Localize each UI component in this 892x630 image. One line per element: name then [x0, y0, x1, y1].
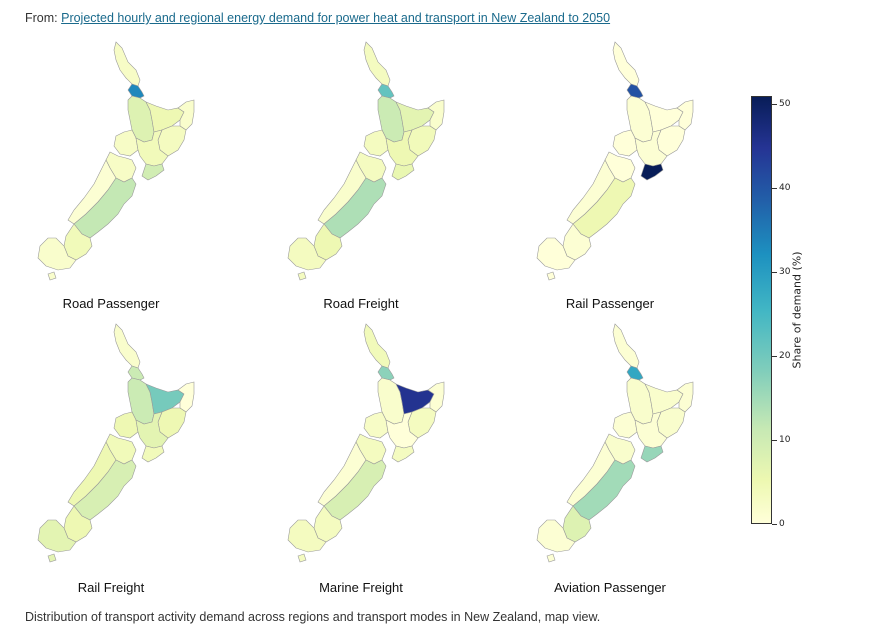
map-aviation-passenger [527, 322, 712, 563]
region-northland [113, 41, 141, 87]
region-canterbury [73, 459, 137, 521]
region-gisborne [676, 381, 694, 413]
region-stewart-island [546, 553, 556, 563]
region-bay-of-plenty [145, 383, 185, 415]
map-rail-passenger [527, 40, 712, 281]
region-manawatu [135, 129, 169, 167]
region-canterbury [73, 177, 137, 239]
map-title-road-freight: Road Freight [323, 296, 399, 311]
region-bay-of-plenty [644, 101, 684, 133]
region-wellington [640, 445, 664, 463]
region-bay-of-plenty [145, 101, 185, 133]
colorbar-tick-label: 0 [779, 519, 785, 529]
region-wellington [640, 163, 664, 181]
region-stewart-island [297, 271, 307, 281]
region-auckland [127, 365, 145, 381]
region-manawatu [385, 129, 419, 167]
region-southland [37, 519, 77, 553]
map-marine-freight [278, 322, 463, 563]
region-bay-of-plenty [395, 101, 435, 133]
region-wellington [141, 163, 165, 181]
region-otago [313, 505, 343, 543]
region-bay-of-plenty [644, 383, 684, 415]
region-gisborne [427, 381, 445, 413]
region-manawatu [634, 129, 668, 167]
region-southland [536, 237, 576, 271]
region-wellington [391, 163, 415, 181]
region-canterbury [323, 459, 387, 521]
region-canterbury [572, 177, 636, 239]
nz-map-svg [536, 323, 694, 563]
region-wellington [141, 445, 165, 463]
colorbar-tick [772, 440, 777, 441]
colorbar-tick [772, 272, 777, 273]
source-line: From: Projected hourly and regional ener… [25, 11, 610, 25]
colorbar-tick-label: 10 [779, 435, 791, 445]
nz-map-svg [287, 41, 445, 281]
region-gisborne [177, 381, 195, 413]
map-title-aviation-passenger: Aviation Passenger [554, 580, 666, 595]
source-prefix: From: [25, 11, 62, 25]
nz-map-svg [287, 323, 445, 563]
map-road-freight [278, 40, 463, 281]
map-title-road-passenger: Road Passenger [62, 296, 160, 311]
map-rail-freight [28, 322, 213, 563]
nz-map-svg [536, 41, 694, 281]
colorbar-tick [772, 356, 777, 357]
region-southland [287, 519, 327, 553]
region-auckland [377, 83, 395, 99]
map-title-marine-freight: Marine Freight [319, 580, 403, 595]
nz-map-svg [37, 323, 195, 563]
region-auckland [127, 83, 145, 99]
colorbar-tick [772, 524, 777, 525]
region-gisborne [676, 99, 694, 131]
region-northland [612, 323, 640, 369]
colorbar-label: Share of demand (%) [790, 251, 804, 369]
region-southland [287, 237, 327, 271]
region-otago [313, 223, 343, 261]
region-wellington [391, 445, 415, 463]
region-northland [363, 41, 391, 87]
region-manawatu [385, 411, 419, 449]
nz-map-svg [37, 41, 195, 281]
map-title-rail-freight: Rail Freight [77, 580, 145, 595]
region-stewart-island [297, 553, 307, 563]
region-bay-of-plenty [395, 383, 435, 415]
region-stewart-island [47, 553, 57, 563]
region-canterbury [323, 177, 387, 239]
region-manawatu [135, 411, 169, 449]
region-gisborne [427, 99, 445, 131]
region-auckland [626, 365, 644, 381]
region-stewart-island [47, 271, 57, 281]
region-southland [536, 519, 576, 553]
source-link[interactable]: Projected hourly and regional energy dem… [61, 11, 611, 25]
colorbar-tick-label: 30 [779, 267, 791, 277]
region-auckland [626, 83, 644, 99]
colorbar [751, 96, 772, 524]
colorbar-tick-label: 40 [779, 183, 791, 193]
colorbar-tick [772, 188, 777, 189]
region-stewart-island [546, 271, 556, 281]
map-road-passenger [28, 40, 213, 281]
region-auckland [377, 365, 395, 381]
region-gisborne [177, 99, 195, 131]
colorbar-tick-label: 50 [779, 99, 791, 109]
region-manawatu [634, 411, 668, 449]
region-northland [363, 323, 391, 369]
region-northland [612, 41, 640, 87]
region-otago [63, 505, 93, 543]
region-otago [562, 223, 592, 261]
region-southland [37, 237, 77, 271]
region-northland [113, 323, 141, 369]
colorbar-tick [772, 104, 777, 105]
map-title-rail-passenger: Rail Passenger [565, 296, 655, 311]
region-canterbury [572, 459, 636, 521]
region-otago [63, 223, 93, 261]
colorbar-tick-label: 20 [779, 351, 791, 361]
figure-caption: Distribution of transport activity deman… [25, 610, 601, 624]
region-otago [562, 505, 592, 543]
